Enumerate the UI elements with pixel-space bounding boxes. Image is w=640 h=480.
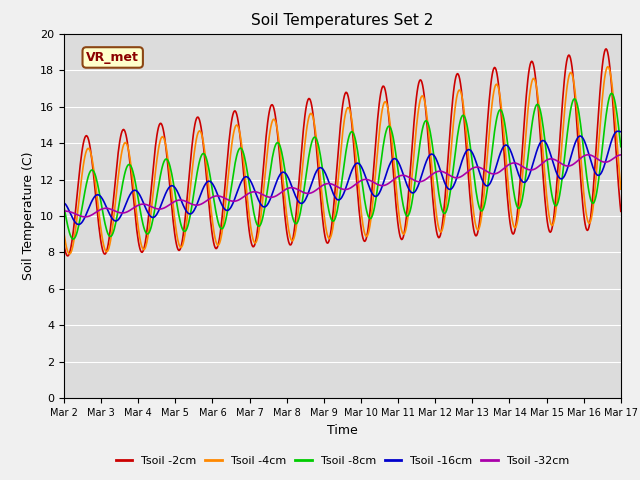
Tsoil -16cm — [617, 129, 625, 134]
Tsoil -4cm — [214, 242, 222, 248]
Tsoil -2cm — [60, 242, 68, 248]
Tsoil -4cm — [60, 230, 68, 236]
Tsoil -8cm — [71, 235, 79, 240]
Tsoil -2cm — [602, 46, 610, 52]
Tsoil -16cm — [75, 222, 83, 228]
Tsoil -4cm — [71, 231, 79, 237]
Tsoil -32cm — [617, 152, 625, 158]
Tsoil -4cm — [428, 156, 435, 162]
Tsoil -2cm — [411, 110, 419, 116]
Tsoil -2cm — [428, 174, 435, 180]
Tsoil -2cm — [185, 178, 193, 183]
Tsoil -2cm — [71, 215, 79, 220]
Tsoil -4cm — [65, 251, 73, 257]
Tsoil -16cm — [411, 189, 419, 195]
Tsoil -16cm — [60, 200, 68, 206]
Tsoil -8cm — [185, 220, 193, 226]
X-axis label: Time: Time — [327, 424, 358, 437]
Tsoil -32cm — [70, 210, 78, 216]
Tsoil -2cm — [64, 253, 72, 259]
Tsoil -4cm — [128, 172, 136, 178]
Tsoil -8cm — [214, 219, 222, 225]
Line: Tsoil -2cm: Tsoil -2cm — [64, 49, 621, 256]
Tsoil -16cm — [70, 218, 78, 224]
Tsoil -4cm — [617, 186, 625, 192]
Tsoil -2cm — [214, 242, 222, 248]
Tsoil -32cm — [584, 152, 592, 157]
Tsoil -8cm — [128, 166, 136, 172]
Tsoil -32cm — [81, 214, 89, 220]
Tsoil -8cm — [607, 90, 615, 96]
Tsoil -16cm — [185, 211, 193, 216]
Tsoil -32cm — [214, 193, 222, 199]
Line: Tsoil -32cm: Tsoil -32cm — [64, 155, 621, 217]
Tsoil -4cm — [411, 141, 419, 147]
Line: Tsoil -8cm: Tsoil -8cm — [64, 93, 621, 239]
Tsoil -16cm — [614, 128, 621, 134]
Legend: Tsoil -2cm, Tsoil -4cm, Tsoil -8cm, Tsoil -16cm, Tsoil -32cm: Tsoil -2cm, Tsoil -4cm, Tsoil -8cm, Tsoi… — [111, 451, 573, 470]
Tsoil -32cm — [185, 200, 193, 205]
Tsoil -8cm — [617, 144, 625, 150]
Tsoil -32cm — [128, 206, 136, 212]
Tsoil -8cm — [70, 236, 77, 242]
Tsoil -8cm — [60, 204, 68, 210]
Line: Tsoil -4cm: Tsoil -4cm — [64, 67, 621, 254]
Tsoil -32cm — [60, 208, 68, 214]
Tsoil -4cm — [185, 202, 193, 207]
Tsoil -16cm — [428, 151, 435, 157]
Tsoil -2cm — [128, 182, 136, 188]
Tsoil -8cm — [428, 134, 435, 140]
Y-axis label: Soil Temperature (C): Soil Temperature (C) — [22, 152, 35, 280]
Tsoil -4cm — [604, 64, 611, 70]
Tsoil -8cm — [411, 180, 419, 186]
Line: Tsoil -16cm: Tsoil -16cm — [64, 131, 621, 225]
Tsoil -32cm — [428, 172, 435, 178]
Tsoil -16cm — [214, 193, 222, 199]
Title: Soil Temperatures Set 2: Soil Temperatures Set 2 — [252, 13, 433, 28]
Text: VR_met: VR_met — [86, 51, 139, 64]
Tsoil -2cm — [617, 208, 625, 214]
Tsoil -16cm — [128, 189, 136, 194]
Tsoil -32cm — [411, 178, 419, 183]
